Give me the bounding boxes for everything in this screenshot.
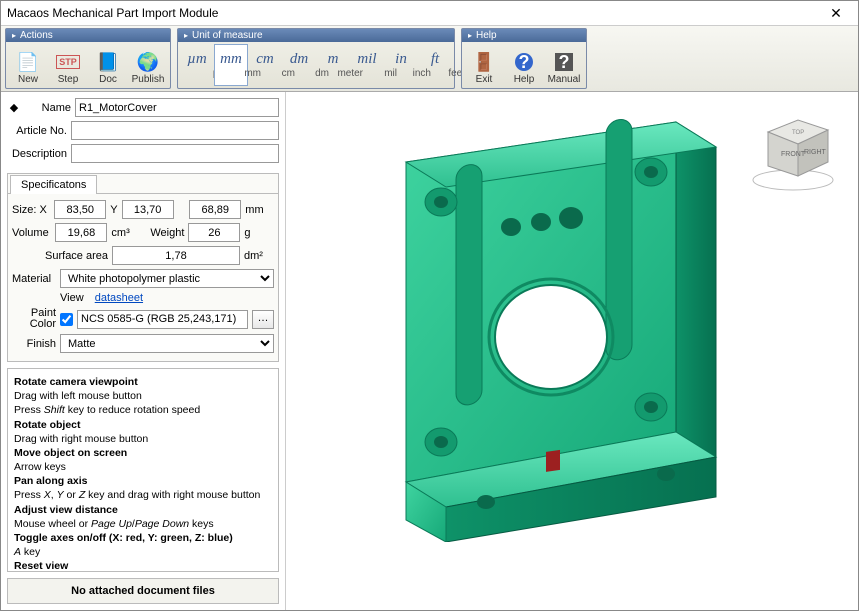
svg-text:TOP: TOP	[792, 130, 804, 136]
attachments-panel: No attached document files	[7, 578, 279, 604]
surface-area-input[interactable]	[112, 246, 240, 265]
surface-area-unit: dm²	[244, 250, 274, 262]
toolbar-units: Unit of measure µmµmmmmmcmcmdmdmmmetermi…	[177, 28, 455, 89]
weight-label: Weight	[145, 227, 184, 239]
surface-area-label: Surface area	[12, 250, 108, 262]
help-button[interactable]: ?Help	[504, 44, 544, 86]
size-unit: mm	[245, 204, 274, 216]
step-button[interactable]: STPStep	[48, 44, 88, 86]
toolbar-actions: Actions 📄NewSTPStep📘Doc🌍Publish	[5, 28, 171, 89]
publish-button[interactable]: 🌍Publish	[128, 44, 168, 86]
unit-inch[interactable]: ininch	[384, 44, 418, 86]
size-x-input[interactable]	[54, 200, 106, 219]
datasheet-link[interactable]: datasheet	[95, 292, 143, 304]
toolbar-help: Help 🚪Exit?Help?Manual	[461, 28, 587, 89]
weight-input[interactable]	[188, 223, 240, 242]
size-label: Size: X	[12, 204, 50, 216]
new-button[interactable]: 📄New	[8, 44, 48, 86]
size-y-input[interactable]	[122, 200, 174, 219]
part-model[interactable]	[346, 102, 766, 542]
paint-color-checkbox[interactable]	[60, 313, 73, 326]
description-input[interactable]	[71, 144, 279, 163]
unit-µm[interactable]: µmµm	[180, 44, 214, 86]
toolbar-actions-header: Actions	[6, 29, 170, 42]
exit-button[interactable]: 🚪Exit	[464, 44, 504, 86]
name-input[interactable]	[75, 98, 279, 117]
unit-cm[interactable]: cmcm	[248, 44, 282, 86]
volume-input[interactable]	[55, 223, 107, 242]
volume-unit: cm³	[111, 227, 141, 239]
specifications-panel: Specificatons Size: X Y mm Volume cm³ We…	[7, 173, 279, 362]
unit-mil[interactable]: milmil	[350, 44, 384, 86]
help-text-panel: Rotate camera viewpointDrag with left mo…	[7, 368, 279, 572]
orient-icon[interactable]: ◆	[7, 101, 21, 114]
article-input[interactable]	[71, 121, 279, 140]
unit-mm[interactable]: mmmm	[214, 44, 248, 86]
unit-meter[interactable]: mmeter	[316, 44, 350, 86]
finish-label: Finish	[12, 338, 56, 350]
name-label: Name	[25, 102, 71, 114]
unit-feet[interactable]: ftfeet	[418, 44, 452, 86]
unit-dm[interactable]: dmdm	[282, 44, 316, 86]
3d-viewport[interactable]: FRONT RIGHT TOP	[286, 92, 858, 610]
manual-button[interactable]: ?Manual	[544, 44, 584, 86]
material-select[interactable]: White photopolymer plastic	[60, 269, 274, 288]
size-y-label: Y	[110, 204, 117, 216]
weight-unit: g	[244, 227, 274, 239]
specifications-tab[interactable]: Specificatons	[10, 175, 97, 194]
svg-text:FRONT: FRONT	[781, 151, 806, 158]
toolbar-help-header: Help	[462, 29, 586, 42]
svg-text:RIGHT: RIGHT	[804, 149, 827, 156]
paint-color-input[interactable]	[77, 310, 248, 329]
description-label: Description	[7, 148, 67, 160]
view-cube[interactable]: FRONT RIGHT TOP	[748, 102, 838, 192]
size-z-input[interactable]	[189, 200, 241, 219]
doc-button[interactable]: 📘Doc	[88, 44, 128, 86]
paint-color-picker-button[interactable]: …	[252, 310, 274, 329]
paint-color-label: Paint Color	[12, 308, 56, 330]
article-label: Article No.	[7, 125, 67, 137]
toolbar-units-header: Unit of measure	[178, 29, 454, 42]
finish-select[interactable]: Matte	[60, 334, 274, 353]
window-title: Macaos Mechanical Part Import Module	[7, 6, 820, 20]
volume-label: Volume	[12, 227, 51, 239]
material-label: Material	[12, 273, 56, 285]
view-label: View	[60, 292, 84, 304]
close-button[interactable]: ✕	[820, 5, 852, 22]
